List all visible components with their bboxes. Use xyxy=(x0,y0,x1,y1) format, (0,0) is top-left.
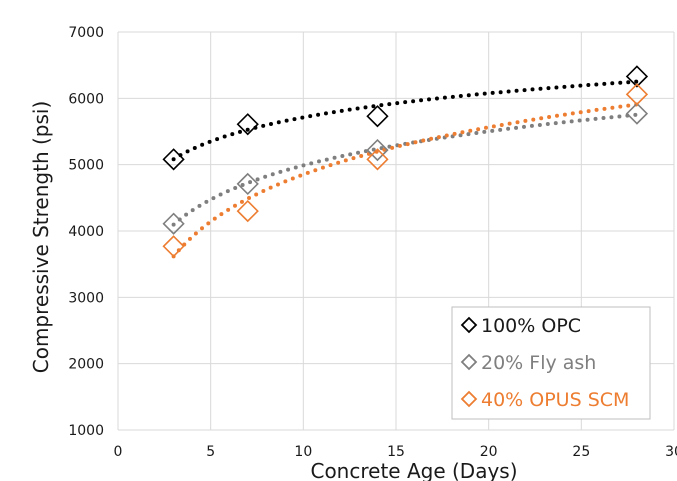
legend-marker-icon xyxy=(460,316,478,334)
x-tick-label: 20 xyxy=(480,444,498,460)
data-point xyxy=(366,138,389,162)
legend-marker-icon xyxy=(460,390,478,408)
y-tick-label: 4000 xyxy=(68,224,104,240)
gridlines xyxy=(117,31,675,431)
data-point xyxy=(366,148,389,171)
x-axis-ticks: 0 5 10 15 20 25 30 xyxy=(114,444,677,460)
data-point xyxy=(236,113,259,136)
trendline-20-fly-ash xyxy=(171,112,639,227)
data-markers xyxy=(162,65,649,258)
legend-marker-icon xyxy=(460,353,478,371)
trendline-40-opus-scm xyxy=(171,102,639,259)
trendline-100-opc xyxy=(171,79,639,162)
y-tick-label: 2000 xyxy=(68,357,104,373)
data-point xyxy=(162,212,185,235)
legend-label: 100% OPC xyxy=(481,315,581,337)
x-tick-label: 15 xyxy=(387,444,405,460)
data-point xyxy=(625,102,649,125)
y-axis-title: Compressive Strength (psi) xyxy=(29,101,53,374)
x-tick-label: 5 xyxy=(206,444,215,460)
x-tick-label: 10 xyxy=(294,444,312,460)
data-point xyxy=(162,148,185,171)
trendlines xyxy=(171,79,639,259)
y-tick-label: 3000 xyxy=(68,290,104,306)
data-point xyxy=(236,199,259,223)
data-point xyxy=(236,172,259,196)
data-point xyxy=(162,235,185,258)
data-point xyxy=(625,83,649,106)
x-tick-label: 30 xyxy=(665,444,677,460)
x-tick-label: 25 xyxy=(572,444,590,460)
y-tick-label: 5000 xyxy=(68,158,104,174)
y-tick-label: 7000 xyxy=(68,25,104,41)
y-axis-ticks: 1000 2000 3000 4000 5000 6000 7000 xyxy=(68,25,104,439)
legend: 100% OPC 20% Fly ash 40% OPUS SCM xyxy=(451,306,651,420)
x-axis-title: Concrete Age (Days) xyxy=(310,459,517,481)
x-tick-label: 0 xyxy=(114,444,123,460)
legend-label: 20% Fly ash xyxy=(481,352,596,374)
y-tick-label: 6000 xyxy=(68,91,104,107)
legend-label: 40% OPUS SCM xyxy=(481,389,629,411)
y-tick-label: 1000 xyxy=(68,423,104,439)
legend-box xyxy=(451,306,651,420)
data-point xyxy=(366,105,389,128)
data-point xyxy=(625,65,649,88)
